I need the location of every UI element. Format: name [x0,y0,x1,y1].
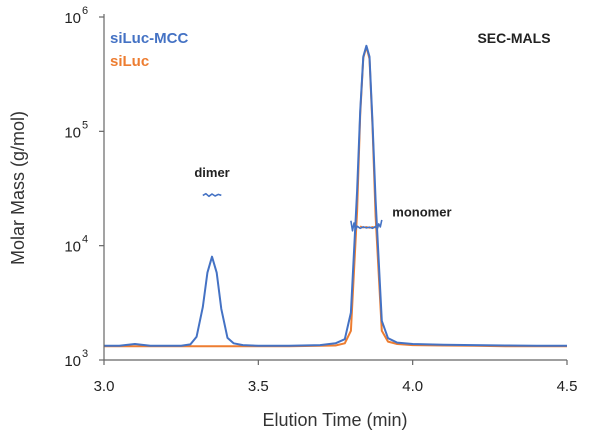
plot-lines [104,44,567,348]
y-tick-exponent: 5 [82,119,88,131]
axes [103,14,567,361]
y-tick-label: 10 [64,10,81,27]
y-tick-exponent: 4 [82,234,88,246]
legend-entry-siluc-mcc: siLuc-MCC [110,30,189,47]
annotation-monomer: monomer [392,204,451,219]
x-tick-label: 3.5 [248,378,269,395]
series-line-siluc-trace [104,45,567,348]
series-line-siluc-mcc-molar-mass [350,219,383,232]
x-tick-label: 4.5 [557,378,578,395]
y-tick-label: 10 [64,353,81,370]
y-tick-label: 10 [64,239,81,256]
y-tick-label: 10 [64,124,81,141]
x-tick-label: 4.0 [402,378,423,395]
y-tick-exponent: 6 [82,5,88,17]
x-axis-label: Elution Time (min) [262,410,407,430]
legend-entry-siluc: siLuc [110,53,149,70]
annotations: dimer monomer [194,165,451,220]
series-line-siluc-mcc-trace [104,44,567,347]
chart-title: SEC-MALS [477,30,550,46]
y-tick-exponent: 3 [82,348,88,360]
series-line-siluc-mcc-molar-mass [202,192,222,198]
y-axis-label: Molar Mass (g/mol) [8,111,28,265]
annotation-dimer: dimer [194,165,229,180]
x-tick-label: 3.0 [94,378,115,395]
